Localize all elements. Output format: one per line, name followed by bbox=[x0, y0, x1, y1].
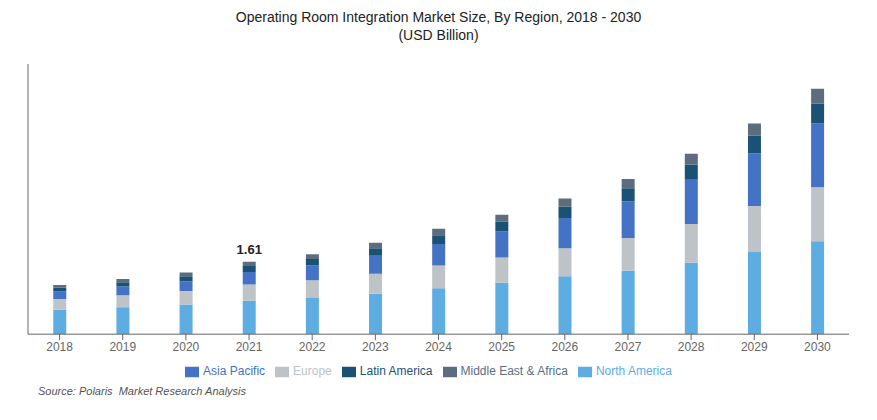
svg-text:2028: 2028 bbox=[678, 340, 705, 354]
svg-text:2024: 2024 bbox=[425, 340, 452, 354]
svg-text:2025: 2025 bbox=[488, 340, 515, 354]
html-text:Asia Pacific: Asia Pacific bbox=[203, 364, 266, 379]
html-text:North America: North America bbox=[595, 364, 672, 379]
svg-text:2030: 2030 bbox=[804, 340, 831, 354]
html-text:Europe: Europe bbox=[293, 364, 332, 379]
html-text:Source: Polaris Market Researc: Source: Polaris Market Research Analysis bbox=[38, 385, 247, 397]
svg-text:2019: 2019 bbox=[109, 340, 136, 354]
html-text:(USD Billion): (USD Billion) bbox=[398, 27, 479, 43]
html-text:Latin America: Latin America bbox=[359, 364, 433, 379]
svg-text:2029: 2029 bbox=[741, 340, 768, 354]
html-text:Operating Room Integration Mar: Operating Room Integration Market Size, … bbox=[235, 9, 642, 25]
svg-text:2027: 2027 bbox=[615, 340, 642, 354]
html-text:Middle East & Africa: Middle East & Africa bbox=[460, 364, 568, 379]
svg-text:1.61: 1.61 bbox=[237, 242, 262, 257]
svg-text:2026: 2026 bbox=[551, 340, 578, 354]
svg-text:2023: 2023 bbox=[362, 340, 389, 354]
svg-text:2022: 2022 bbox=[299, 340, 326, 354]
svg-text:2020: 2020 bbox=[173, 340, 200, 354]
svg-text:2021: 2021 bbox=[236, 340, 263, 354]
svg-text:2018: 2018 bbox=[46, 340, 73, 354]
